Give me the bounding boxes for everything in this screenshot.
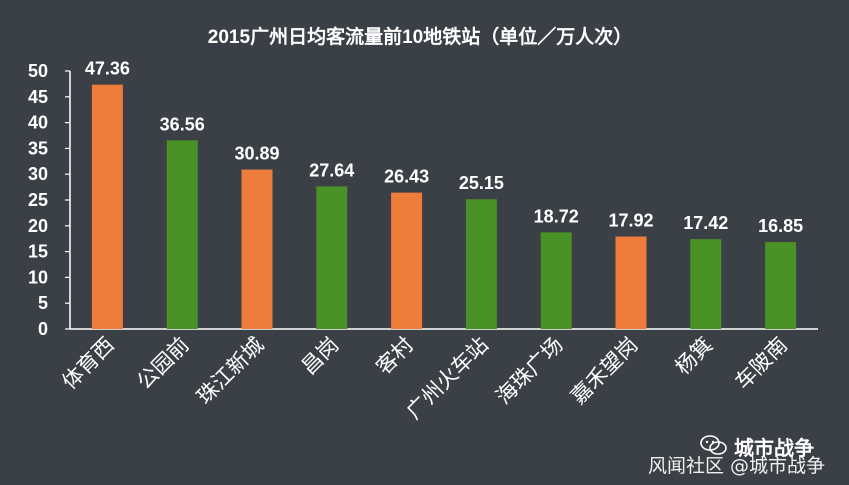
data-label: 17.42	[683, 213, 728, 233]
data-label: 27.64	[309, 160, 354, 180]
y-tick-label: 5	[38, 293, 48, 313]
data-label: 17.92	[608, 211, 653, 231]
data-labels: 47.36 36.56 30.89 27.64 26.43 25.15 18.72 17.92…	[85, 59, 803, 236]
y-tick-label: 50	[28, 61, 48, 81]
y-tick-label: 15	[28, 242, 48, 262]
x-tick-label: 杨箕	[671, 333, 717, 379]
data-label: 16.85	[758, 216, 803, 236]
x-tick-label: 海珠广场	[492, 333, 568, 409]
watermark-brand: 城市战争	[734, 436, 814, 460]
y-tick-label: 25	[28, 190, 48, 210]
y-tick-label: 20	[28, 216, 48, 236]
y-tick-label: 10	[28, 267, 48, 287]
bar	[316, 186, 348, 329]
bar	[391, 192, 423, 329]
data-label: 26.43	[384, 167, 429, 187]
data-label: 25.15	[459, 173, 504, 193]
data-label: 36.56	[160, 114, 205, 134]
x-tick-label: 昌岗	[297, 333, 343, 379]
y-tick-label: 30	[28, 164, 48, 184]
bar	[241, 169, 273, 329]
x-tick-label: 客村	[372, 333, 418, 379]
x-tick-label: 车陂南	[731, 333, 792, 394]
bar	[540, 232, 572, 329]
y-tick-label: 45	[28, 87, 48, 107]
data-label: 47.36	[85, 59, 130, 79]
bar	[166, 140, 198, 329]
x-tick-label: 嘉禾望岗	[567, 333, 643, 409]
x-tick-label: 广州火车站	[402, 333, 493, 424]
watermark-source: 风闻社区 @城市战争	[648, 455, 826, 477]
x-tick-label: 体育西	[58, 333, 119, 394]
bars	[91, 84, 797, 329]
wechat-icon	[700, 435, 727, 455]
y-tick-labels: 0 5 10 15 20 25 30 35 40 45 50	[28, 61, 48, 339]
data-label: 18.72	[534, 206, 579, 226]
y-tick-label: 35	[28, 138, 48, 158]
x-tick-label: 珠江新城	[193, 333, 269, 409]
bar	[690, 239, 722, 329]
bar	[615, 236, 647, 329]
bar	[465, 199, 497, 329]
bar	[91, 84, 123, 329]
data-label: 30.89	[234, 144, 279, 164]
x-tick-label: 公园前	[133, 333, 194, 394]
bar	[765, 242, 797, 329]
y-tick-label: 0	[38, 319, 48, 339]
chart-title: 2015广州日均客流量前10地铁站（单位／万人次）	[208, 25, 632, 48]
y-tick-label: 40	[28, 113, 48, 133]
